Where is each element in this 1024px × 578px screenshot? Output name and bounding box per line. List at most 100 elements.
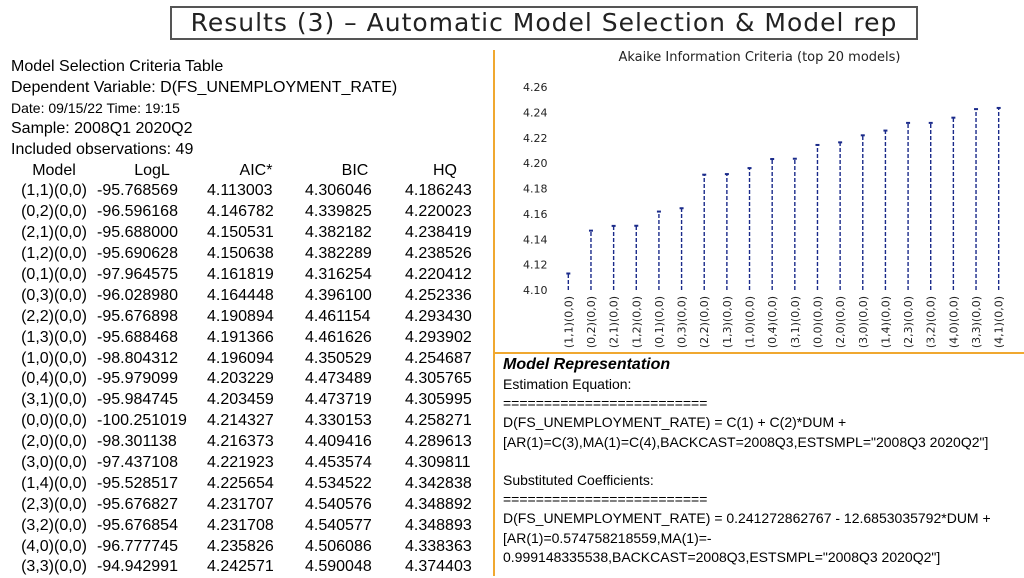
table-cell: 4.374403 [405, 558, 472, 576]
table-cell: -95.984745 [97, 391, 178, 409]
table-cell: (0,1)(0,0) [21, 266, 87, 283]
table-row: (0,1)(0,0) -97.964575 4.161819 4.316254 4.22… [11, 265, 485, 286]
table-cell: 4.238419 [405, 224, 472, 242]
dependent-variable: Dependent Variable: D(FS_UNEMPLOYMENT_RA… [11, 79, 398, 96]
table-cell: 4.293430 [405, 307, 472, 325]
table-cell: (3,2)(0,0) [21, 516, 87, 534]
horizontal-divider [495, 352, 1024, 354]
table-cell: 4.348892 [405, 495, 472, 513]
table-cell: 4.305995 [405, 391, 472, 409]
table-row: (2,2)(0,0) -95.676898 4.190894 4.461154 4.29… [11, 306, 485, 327]
vertical-divider [493, 50, 495, 576]
model-rep-line [503, 452, 1023, 471]
table-cell: 4.203459 [207, 391, 274, 409]
column-header: LogL [134, 161, 170, 179]
y-tick-label: 4.14 [523, 233, 548, 246]
table-cell: 4.252336 [405, 286, 472, 304]
model-rep-line: [AR(1)=0.574758218559,MA(1)=- [503, 529, 712, 546]
table-cell: (2,1)(0,0) [21, 224, 87, 242]
table-cell: 4.473489 [305, 370, 372, 388]
x-tick-label: (0,0)(0,0) [811, 296, 824, 348]
model-rep-line: Estimation Equation: [503, 376, 632, 392]
table-cell: 4.350529 [305, 349, 372, 367]
table-cell: 4.225654 [207, 474, 274, 492]
table-cell: -95.690628 [97, 245, 178, 263]
table-cell: 4.396100 [305, 286, 372, 304]
table-cell: 4.196094 [207, 349, 274, 367]
table-cell: -97.437108 [97, 454, 178, 472]
table-cell: -96.028980 [97, 286, 178, 304]
table-cell: 4.338363 [405, 537, 472, 555]
table-cell: 4.409416 [305, 433, 372, 451]
table-cell: -95.676827 [97, 495, 178, 513]
table-row: (2,0)(0,0) -98.301138 4.216373 4.409416 4.28… [11, 432, 485, 453]
table-cell: 4.305765 [405, 370, 472, 388]
table-cell: 4.534522 [305, 474, 372, 492]
table-cell: (3,3)(0,0) [21, 558, 87, 576]
table-row: (0,3)(0,0) -96.028980 4.164448 4.396100 4.25… [11, 285, 485, 306]
table-cell: 4.316254 [305, 266, 372, 283]
table-cell: 4.203229 [207, 370, 274, 388]
table-row: (2,1)(0,0) -95.688000 4.150531 4.382182 4.23… [11, 223, 485, 244]
column-header: BIC [341, 161, 369, 179]
x-tick-label: (1,3)(0,0) [721, 296, 734, 348]
table-cell: (0,4)(0,0) [21, 370, 87, 388]
table-cell: 4.540576 [305, 495, 372, 513]
table-row: (1,2)(0,0) -95.690628 4.150638 4.382289 4.23… [11, 244, 485, 265]
table-row: (4,0)(0,0) -96.777745 4.235826 4.506086 4.33… [11, 536, 485, 557]
table-cell: 4.293902 [405, 328, 472, 346]
table-cell: 4.146782 [207, 203, 274, 221]
x-tick-label: (0,4)(0,0) [766, 296, 779, 348]
table-cell: 4.258271 [405, 412, 472, 430]
model-rep-heading: Model Representation [503, 356, 671, 373]
table-cell: -98.301138 [97, 433, 177, 451]
table-row: (1,1)(0,0) -95.768569 4.113003 4.306046 4.18… [11, 181, 485, 202]
x-tick-label: (1,2)(0,0) [630, 296, 643, 348]
table-row: (3,0)(0,0) -97.437108 4.221923 4.453574 4.30… [11, 453, 485, 474]
table-cell: 4.242571 [207, 558, 274, 576]
table-cell: -95.676854 [97, 516, 178, 534]
table-cell: 4.540577 [305, 516, 372, 534]
model-rep-line: D(FS_UNEMPLOYMENT_RATE) = 0.241272862767… [503, 510, 991, 527]
table-cell: 4.461626 [305, 328, 372, 346]
table-cell: (1,0)(0,0) [21, 349, 87, 367]
table-row: (0,0)(0,0) -100.251019 4.214327 4.330153 4.2… [11, 411, 485, 432]
table-cell: 4.150531 [207, 224, 274, 242]
table-cell: -95.768569 [97, 182, 178, 200]
table-cell: (0,2)(0,0) [21, 203, 87, 221]
chart-title: Akaike Information Criteria (top 20 mode… [618, 50, 901, 65]
table-cell: 4.453574 [305, 454, 372, 472]
x-tick-label: (1,4)(0,0) [879, 296, 892, 348]
y-tick-label: 4.24 [523, 106, 548, 119]
table-cell: 4.473719 [305, 391, 372, 409]
table-cell: 4.342838 [405, 474, 472, 492]
table-cell: (0,3)(0,0) [21, 286, 87, 304]
table-cell: -95.676898 [97, 307, 178, 325]
x-tick-label: (1,0)(0,0) [744, 296, 757, 348]
x-tick-label: (4,0)(0,0) [947, 296, 960, 348]
table-cell: 4.113003 [207, 182, 273, 200]
table-cell: (1,1)(0,0) [21, 182, 87, 200]
model-rep-line: D(FS_UNEMPLOYMENT_RATE) = C(1) + C(2)*DU… [503, 414, 847, 431]
x-tick-label: (3,2)(0,0) [925, 296, 938, 348]
table-cell: (2,3)(0,0) [21, 495, 87, 513]
table-row: (2,3)(0,0) -95.676827 4.231707 4.540576 4.34… [11, 494, 485, 515]
table-title: Model Selection Criteria Table [11, 58, 224, 75]
table-cell: 4.382182 [305, 224, 372, 242]
y-tick-label: 4.22 [523, 132, 548, 145]
column-header: Model [32, 161, 76, 179]
table-row: (3,1)(0,0) -95.984745 4.203459 4.473719 4.30… [11, 390, 485, 411]
table-cell: -94.942991 [97, 558, 178, 576]
date-time: Date: 09/15/22 Time: 19:15 [11, 100, 180, 116]
model-rep-line: Substituted Coefficients: [503, 471, 654, 488]
model-rep-lines: Estimation Equation: ====================… [503, 375, 1023, 567]
y-tick-label: 4.26 [523, 81, 548, 94]
table-row: (3,3)(0,0) -94.942991 4.242571 4.590048 4.37… [11, 557, 485, 578]
table-row: (3,2)(0,0) -95.676854 4.231708 4.540577 4.34… [11, 515, 485, 536]
model-rep-line: ========================= [503, 395, 708, 412]
table-cell: -97.964575 [97, 266, 178, 283]
table-cell: -96.596168 [97, 203, 178, 221]
model-rep-line: [AR(1)=C(3),MA(1)=C(4),BACKCAST=2008Q3,E… [503, 433, 989, 450]
column-header: HQ [433, 161, 457, 179]
sample-range: Sample: 2008Q1 2020Q2 [11, 120, 193, 137]
